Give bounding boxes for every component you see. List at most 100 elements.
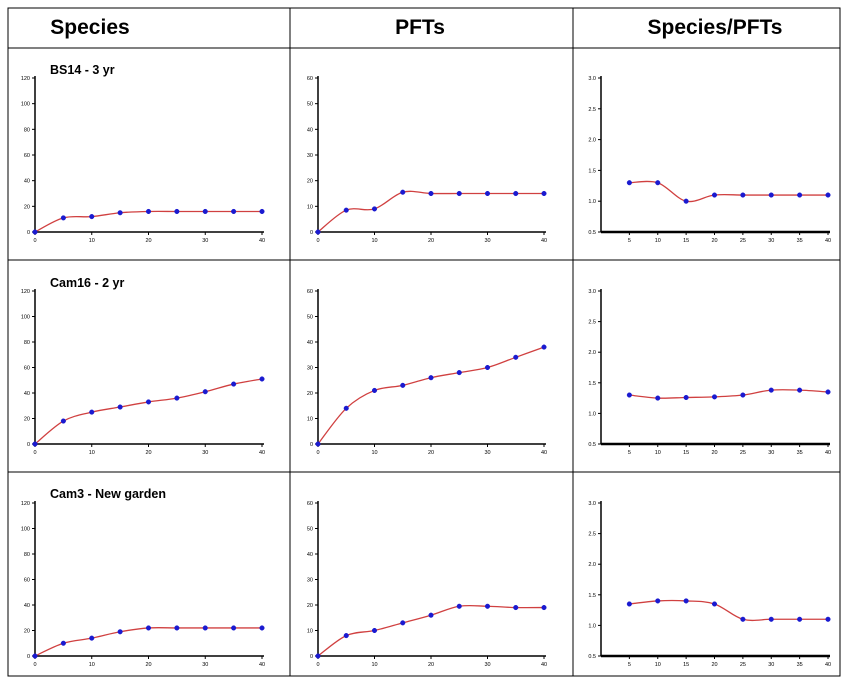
data-point: [32, 229, 38, 235]
data-point: [797, 387, 803, 393]
x-tick-label: 10: [371, 662, 377, 668]
data-point: [343, 633, 349, 639]
data-point: [89, 214, 95, 220]
data-point: [711, 394, 718, 400]
y-tick-label: 20: [307, 603, 313, 609]
outer-border: [7, 7, 841, 677]
y-tick-label: 50: [307, 102, 313, 108]
x-tick-label: 0: [33, 662, 36, 668]
data-point: [484, 603, 491, 609]
y-tick-label: 20: [24, 204, 30, 210]
y-tick-label: 30: [307, 366, 313, 372]
data-point: [655, 598, 661, 604]
y-tick-label: 0.5: [588, 654, 596, 660]
y-tick-label: 30: [307, 153, 313, 159]
x-tick-label: 0: [316, 450, 319, 456]
x-tick-label: 10: [655, 450, 661, 456]
y-tick-label: 3.0: [588, 289, 596, 295]
x-tick-label: 25: [740, 238, 746, 244]
column-header-species: Species: [50, 16, 130, 39]
data-point: [117, 210, 123, 216]
y-tick-label: 80: [24, 552, 30, 558]
x-tick-label: 20: [428, 450, 434, 456]
x-tick-label: 10: [371, 450, 377, 456]
y-tick-label: 20: [24, 417, 30, 423]
x-tick-label: 30: [484, 450, 490, 456]
y-tick-label: 0: [27, 230, 30, 236]
x-tick-label: 10: [655, 238, 661, 244]
y-tick-label: 0: [310, 442, 313, 448]
data-point: [259, 625, 265, 631]
chart-2-1: 0 20 40 60 80 100 120 0 10 20 30 40: [21, 289, 265, 456]
x-tick-label: 0: [316, 238, 319, 244]
data-point: [259, 376, 265, 382]
y-tick-label: 1.0: [588, 411, 596, 417]
series-line: [317, 346, 545, 445]
y-tick-label: 80: [24, 127, 30, 133]
data-point: [32, 653, 38, 659]
data-point: [259, 208, 265, 215]
y-tick-label: 50: [307, 527, 313, 533]
cell-borders: [7, 7, 841, 677]
x-tick-label: 30: [768, 450, 774, 456]
x-tick-label: 35: [797, 450, 803, 456]
x-tick-label: 20: [711, 450, 717, 456]
y-tick-label: 40: [24, 179, 30, 185]
data-point: [513, 605, 519, 611]
x-tick-label: 40: [825, 238, 831, 244]
data-point: [315, 229, 321, 235]
y-tick-label: 40: [307, 127, 313, 133]
x-tick-label: 5: [628, 450, 631, 456]
x-tick-label: 30: [484, 662, 490, 668]
y-tick-label: 120: [21, 76, 30, 82]
y-tick-label: 2.0: [588, 350, 596, 356]
y-tick-label: 1.0: [588, 623, 596, 629]
data-point: [145, 208, 152, 215]
x-tick-label: 40: [259, 450, 265, 456]
y-tick-label: 2.5: [588, 107, 596, 113]
y-tick-label: 2.0: [588, 138, 596, 144]
chart-1-3: 0.5 1.0 1.5 2.0 2.5 3.0 5 10 15 20 25 30 35 40: [588, 76, 831, 244]
data-point: [683, 598, 689, 604]
data-point: [626, 392, 632, 398]
y-tick-label: 100: [21, 527, 30, 533]
data-point: [231, 625, 237, 631]
data-point: [655, 395, 661, 401]
data-point: [825, 192, 831, 198]
x-tick-label: 25: [740, 450, 746, 456]
y-tick-label: 3.0: [588, 501, 596, 507]
x-tick-label: 10: [371, 238, 377, 244]
data-point: [400, 382, 406, 388]
chart-3-2: 0 10 20 30 40 50 60 0 10 20 30 40: [307, 501, 547, 668]
y-tick-label: 60: [24, 366, 30, 372]
x-tick-label: 10: [89, 450, 95, 456]
y-tick-label: 40: [24, 391, 30, 397]
data-point: [174, 625, 180, 631]
x-tick-label: 20: [145, 662, 151, 668]
data-point: [60, 418, 66, 424]
data-point: [683, 198, 689, 204]
y-tick-label: 60: [307, 76, 313, 82]
data-point: [89, 635, 95, 641]
x-tick-label: 15: [683, 450, 689, 456]
x-tick-label: 40: [541, 450, 547, 456]
x-tick-label: 30: [768, 662, 774, 668]
x-tick-label: 30: [202, 238, 208, 244]
y-tick-label: 80: [24, 340, 30, 346]
data-point: [513, 190, 519, 197]
x-tick-label: 20: [145, 238, 151, 244]
data-point: [400, 189, 406, 195]
x-tick-label: 10: [655, 662, 661, 668]
data-point: [89, 409, 95, 415]
data-point: [174, 395, 180, 401]
y-tick-label: 0: [27, 442, 30, 448]
data-point: [60, 215, 66, 221]
x-tick-label: 35: [797, 238, 803, 244]
data-point: [202, 625, 208, 631]
y-tick-label: 60: [307, 501, 313, 507]
data-point: [541, 605, 547, 611]
data-point: [428, 612, 434, 618]
y-tick-label: 10: [307, 629, 313, 635]
data-point: [343, 207, 349, 213]
x-tick-label: 30: [768, 238, 774, 244]
